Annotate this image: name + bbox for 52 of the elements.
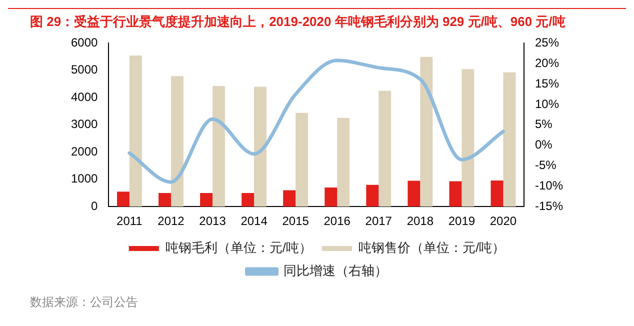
- legend-label: 吨钢售价（单位：元/吨）: [358, 240, 506, 256]
- bar: [462, 69, 474, 207]
- y-tick-label: 4000: [70, 90, 98, 104]
- y-tick-label: 1000: [70, 172, 98, 186]
- y-tick-label: 0: [91, 198, 98, 213]
- y-tick-label: 2000: [70, 144, 98, 158]
- bar: [283, 190, 296, 207]
- y2-tick-label: 15%: [534, 76, 560, 90]
- legend-label: 吨钢毛利（单位：元/吨）: [165, 240, 312, 256]
- x-tick-label: 2020: [490, 214, 517, 228]
- chart-title: 图 29：受益于行业景气度提升加速向上，2019-2020 年吨钢毛利分别为 929 元/吨、960 元/吨: [8, 8, 626, 33]
- y-tick-label: 5000: [70, 62, 98, 77]
- x-tick-label: 2013: [199, 214, 226, 228]
- bar: [337, 118, 350, 207]
- x-tick-label: 2017: [365, 214, 392, 228]
- bar: [158, 192, 171, 207]
- y2-tick-label: 5%: [534, 117, 553, 132]
- x-tick-label: 2016: [324, 214, 351, 228]
- y2-tick-label: -15%: [534, 198, 564, 213]
- y2-tick-label: -5%: [534, 158, 557, 172]
- bar: [129, 55, 142, 207]
- x-tick-label: 2019: [448, 214, 476, 228]
- bar: [324, 188, 338, 207]
- bar: [408, 180, 420, 207]
- x-tick-label: 2011: [116, 214, 143, 228]
- y-tick-label: 3000: [70, 117, 98, 132]
- y-tick-label: 6000: [70, 36, 98, 50]
- bar: [212, 86, 225, 207]
- bar: [490, 180, 504, 207]
- x-tick-label: 2012: [158, 214, 185, 228]
- bar: [170, 76, 184, 207]
- y2-tick-label: -10%: [534, 178, 564, 192]
- bar: [378, 90, 392, 207]
- y2-tick-label: 10%: [534, 96, 560, 111]
- y2-tick-label: 25%: [534, 36, 560, 50]
- y2-tick-label: 20%: [534, 56, 560, 70]
- bar: [254, 86, 267, 207]
- bar: [503, 72, 516, 207]
- source-note: 数据来源：公司公告: [29, 294, 139, 311]
- bar: [420, 56, 433, 207]
- bar: [242, 192, 254, 207]
- x-tick-label: 2018: [406, 214, 434, 228]
- bar: [296, 112, 308, 207]
- bar: [200, 192, 213, 207]
- bar: [449, 181, 462, 207]
- bar: [366, 184, 379, 207]
- legend-label: 同比增速（右轴）: [283, 263, 388, 278]
- x-tick-label: 2015: [282, 214, 310, 228]
- bar: [117, 192, 130, 207]
- y2-tick-label: 0%: [534, 138, 553, 152]
- x-tick-label: 2014: [240, 214, 268, 228]
- line-series: [128, 58, 505, 184]
